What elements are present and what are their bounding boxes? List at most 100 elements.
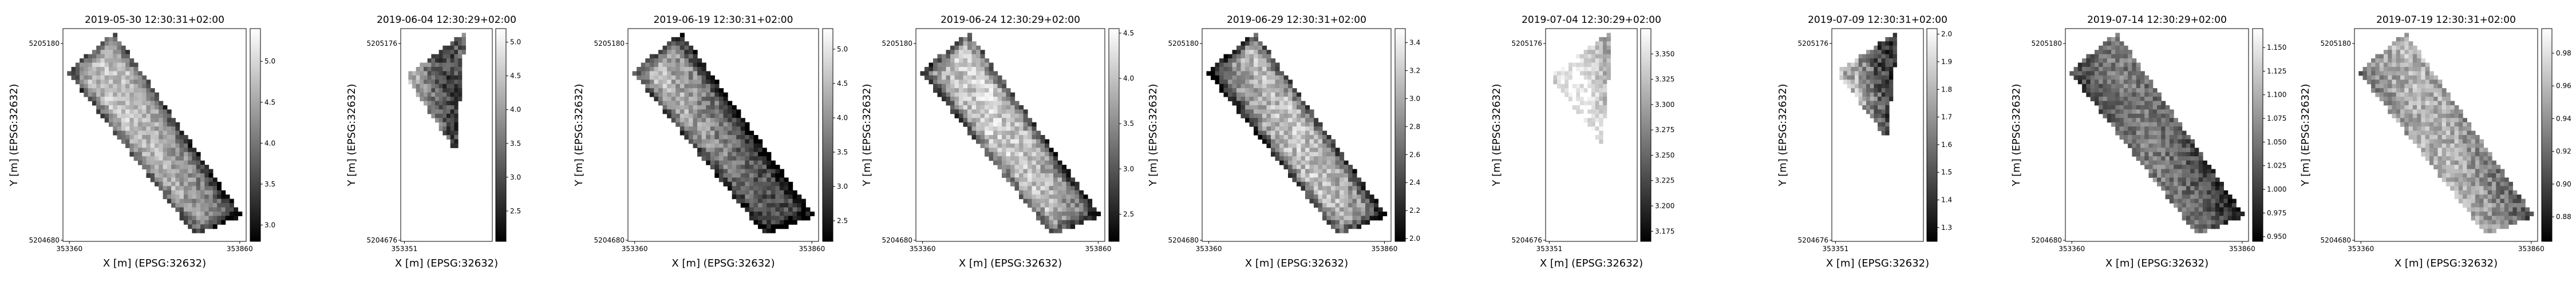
heatmap-cell: [679, 88, 685, 93]
heatmap-cell: [745, 148, 750, 153]
heatmap-cell: [1889, 88, 1894, 93]
heatmap-cell: [2483, 181, 2488, 186]
heatmap-cell: [435, 71, 440, 76]
heatmap-cell: [654, 84, 659, 89]
heatmap-cell: [675, 88, 681, 93]
heatmap-cell: [431, 97, 436, 102]
heatmap-cell: [2471, 152, 2476, 157]
heatmap-cell: [1599, 109, 1603, 114]
heatmap-cell: [171, 130, 176, 136]
heatmap-cell: [1040, 165, 1045, 170]
heatmap-cell: [2383, 71, 2388, 76]
heatmap-cell: [2077, 75, 2083, 80]
heatmap-cell: [662, 101, 667, 106]
heatmap-cell: [723, 105, 728, 110]
heatmap-cell: [2169, 198, 2174, 204]
colorbar-tick-label: 3.200: [1655, 202, 1674, 210]
heatmap-cell: [1074, 198, 1080, 204]
heatmap-cell: [2111, 54, 2116, 59]
heatmap-cell: [2396, 80, 2401, 85]
heatmap-cell: [2417, 143, 2421, 148]
heatmap-cell: [1297, 92, 1302, 97]
heatmap-cell: [993, 152, 998, 157]
heatmap-cell: [1348, 173, 1353, 178]
heatmap-cell: [2504, 203, 2509, 208]
heatmap-cell: [1855, 88, 1859, 93]
heatmap-cell: [688, 84, 694, 89]
heatmap-cell: [2479, 156, 2484, 161]
heatmap-cell: [175, 181, 180, 186]
heatmap-cell: [1352, 211, 1357, 216]
heatmap-cell: [1228, 66, 1233, 72]
heatmap-cell: [208, 169, 214, 174]
heatmap-cell: [701, 143, 706, 148]
heatmap-cell: [1587, 105, 1592, 110]
heatmap-cell: [2450, 122, 2455, 127]
heatmap-cell: [1576, 88, 1581, 93]
heatmap-cell: [125, 122, 130, 127]
heatmap-cell: [2169, 181, 2174, 186]
heatmap-cell: [706, 160, 711, 165]
heatmap-cell: [2194, 194, 2199, 200]
heatmap-cell: [740, 165, 745, 170]
heatmap-cell: [146, 169, 151, 174]
heatmap-cell: [1002, 130, 1007, 136]
heatmap-cell: [2404, 92, 2409, 97]
heatmap-cell: [188, 194, 193, 200]
heatmap-cell: [450, 75, 455, 80]
heatmap-cell: [1580, 66, 1585, 72]
heatmap-cell: [1870, 101, 1874, 106]
heatmap-cell: [1228, 88, 1233, 93]
heatmap-cell: [2082, 58, 2087, 63]
heatmap-cell: [1881, 105, 1886, 110]
colorbar-tick-label: 4.0: [837, 114, 848, 122]
heatmap-cell: [1889, 84, 1894, 89]
heatmap-cell: [710, 101, 715, 106]
heatmap-cell: [1603, 58, 1607, 63]
heatmap-cell: [2115, 41, 2120, 46]
heatmap-cell: [461, 33, 466, 38]
heatmap-cell: [701, 113, 706, 118]
heatmap-cell: [1245, 97, 1250, 102]
heatmap-cell: [2429, 113, 2434, 118]
x-axis-label: X [m] (EPSG:32632): [2395, 257, 2498, 269]
heatmap-cell: [933, 80, 938, 85]
heatmap-cell: [1580, 80, 1585, 85]
heatmap-cell: [688, 54, 694, 59]
heatmap-cell: [435, 62, 440, 67]
heatmap-cell: [2379, 97, 2384, 102]
heatmap-cell: [1348, 181, 1353, 186]
heatmap-cell: [1288, 109, 1293, 114]
heatmap-cell: [125, 139, 130, 144]
heatmap-cell: [1258, 126, 1263, 132]
heatmap-cell: [1028, 139, 1033, 144]
heatmap-cell: [2437, 126, 2443, 132]
heatmap-cell: [1249, 105, 1254, 110]
heatmap-cell: [2421, 84, 2426, 89]
heatmap-cell: [749, 207, 754, 212]
heatmap-cell: [142, 139, 147, 144]
heatmap-cell: [667, 54, 672, 59]
heatmap-cell: [641, 62, 646, 67]
heatmap-cell: [188, 198, 193, 204]
heatmap-cell: [1066, 216, 1071, 221]
heatmap-cell: [959, 45, 964, 50]
heatmap-cell: [416, 71, 420, 76]
heatmap-cell: [2103, 80, 2108, 85]
heatmap-cell: [1223, 75, 1228, 80]
heatmap-cell: [2408, 88, 2413, 93]
heatmap-cell: [2467, 165, 2472, 170]
heatmap-cell: [697, 126, 702, 132]
heatmap-cell: [732, 143, 737, 148]
heatmap-cell: [1301, 177, 1306, 182]
heatmap-cell: [946, 58, 951, 63]
heatmap-cell: [2508, 181, 2513, 186]
heatmap-cell: [150, 143, 155, 148]
heatmap-cell: [84, 88, 89, 93]
heatmap-cell: [2152, 122, 2158, 127]
heatmap-cell: [1040, 148, 1045, 153]
heatmap-cell: [2433, 165, 2439, 170]
heatmap-cell: [775, 169, 780, 174]
heatmap-cell: [732, 135, 737, 140]
